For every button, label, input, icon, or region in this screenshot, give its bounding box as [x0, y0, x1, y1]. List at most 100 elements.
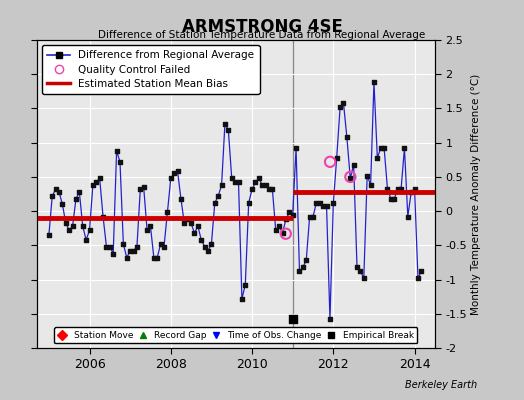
Point [414, 275, 422, 281]
Point [326, 159, 334, 165]
Point [58, 201, 67, 208]
Point [89, 182, 97, 188]
Point [336, 104, 344, 110]
Point [302, 257, 310, 264]
Point [201, 244, 209, 250]
Point [227, 175, 236, 182]
Point [102, 244, 111, 250]
Point [251, 179, 259, 186]
Point [221, 120, 229, 127]
Point [326, 316, 334, 322]
Point [99, 213, 107, 220]
Point [265, 186, 273, 192]
Point [289, 211, 297, 218]
Point [65, 227, 73, 234]
Point [211, 200, 219, 206]
Point [394, 186, 402, 192]
Point [136, 186, 145, 192]
Point [92, 179, 101, 186]
Point [224, 127, 233, 134]
Point [350, 161, 358, 168]
Point [255, 175, 263, 182]
Point [285, 209, 293, 216]
Point [75, 189, 83, 195]
Point [289, 316, 297, 322]
Point [177, 196, 185, 202]
Point [146, 223, 155, 229]
Point [271, 227, 280, 234]
Point [380, 145, 388, 151]
Point [153, 254, 161, 261]
Point [207, 241, 215, 247]
Point [305, 213, 314, 220]
Point [143, 227, 151, 234]
Point [241, 282, 249, 288]
Point [340, 100, 348, 106]
Point [282, 216, 290, 222]
Point [281, 230, 290, 237]
Point [312, 200, 321, 206]
Point [180, 220, 189, 227]
Point [275, 223, 283, 229]
Point [173, 168, 182, 175]
Point [258, 182, 266, 188]
Point [417, 268, 425, 274]
Point [160, 244, 168, 250]
Point [157, 241, 165, 247]
Point [214, 193, 222, 199]
Text: Difference of Station Temperature Data from Regional Average: Difference of Station Temperature Data f… [99, 30, 425, 40]
Point [48, 193, 57, 199]
Point [133, 244, 141, 250]
Point [299, 264, 307, 270]
Point [333, 154, 341, 161]
Point [170, 170, 178, 177]
Point [119, 241, 127, 247]
Point [55, 189, 63, 195]
Point [109, 250, 117, 257]
Point [139, 184, 148, 190]
Point [190, 230, 199, 236]
Point [373, 154, 381, 161]
Point [403, 213, 412, 220]
Point [126, 248, 134, 254]
Point [390, 196, 398, 202]
Point [346, 174, 355, 180]
Point [319, 202, 328, 209]
Text: Berkeley Earth: Berkeley Earth [405, 380, 477, 390]
Point [187, 220, 195, 227]
Point [194, 223, 202, 229]
Point [238, 296, 246, 302]
Point [106, 244, 114, 250]
Y-axis label: Monthly Temperature Anomaly Difference (°C): Monthly Temperature Anomaly Difference (… [471, 73, 481, 315]
Point [292, 145, 300, 151]
Point [359, 275, 368, 281]
Point [234, 179, 243, 186]
Point [68, 223, 77, 229]
Point [150, 254, 158, 261]
Point [343, 134, 351, 140]
Point [370, 79, 378, 86]
Point [113, 148, 121, 154]
Point [346, 175, 354, 182]
Point [377, 145, 385, 151]
Point [129, 248, 138, 254]
Point [123, 254, 131, 261]
Point [45, 232, 53, 238]
Point [278, 230, 287, 236]
Point [366, 182, 375, 188]
Point [407, 189, 416, 195]
Point [62, 220, 70, 227]
Point [204, 248, 212, 254]
Point [268, 186, 277, 192]
Point [296, 268, 304, 274]
Point [245, 200, 253, 206]
Point [363, 172, 372, 179]
Point [322, 202, 331, 209]
Point [353, 264, 361, 270]
Point [217, 182, 226, 188]
Point [116, 159, 124, 165]
Point [82, 237, 90, 243]
Point [95, 175, 104, 182]
Point [315, 200, 324, 206]
Point [356, 268, 365, 274]
